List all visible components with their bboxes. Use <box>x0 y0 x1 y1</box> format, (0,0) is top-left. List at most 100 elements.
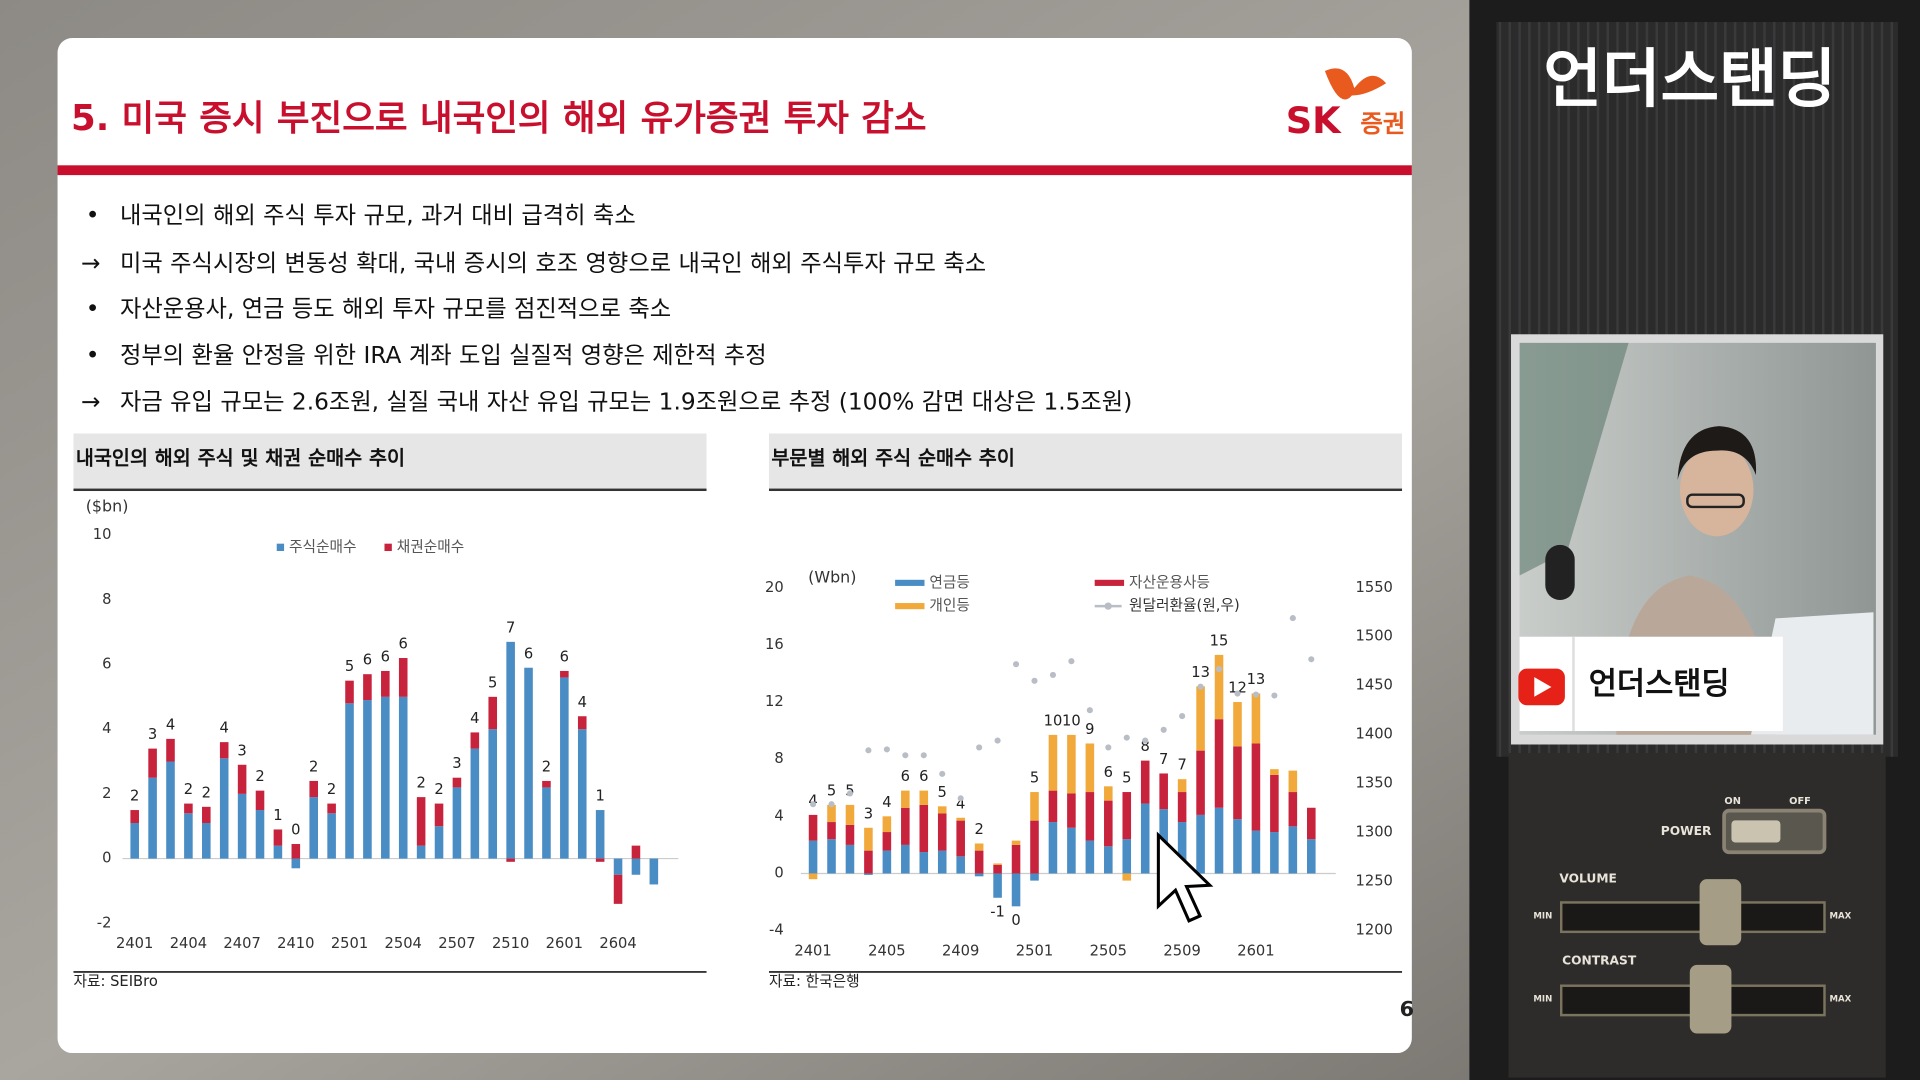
bar-label: 2 <box>202 784 211 801</box>
panel-label: MIN <box>1533 995 1552 1005</box>
bar <box>974 850 984 874</box>
bar <box>1251 743 1261 831</box>
bullet-text: 내국인의 해외 주식 투자 규모, 과거 대비 급격히 축소 <box>120 202 636 229</box>
bar-label: 4 <box>956 795 965 812</box>
source-rule <box>73 971 707 973</box>
bar <box>166 738 175 762</box>
bar-label: 13 <box>1247 671 1266 688</box>
bar <box>542 787 551 859</box>
bar <box>1288 770 1298 793</box>
bar <box>1122 792 1132 840</box>
bar <box>901 844 910 874</box>
bar <box>1122 839 1132 874</box>
bar <box>919 852 929 874</box>
bar <box>1085 743 1095 793</box>
show-title: 언더스탠딩 <box>1543 43 1836 117</box>
line-point <box>1289 615 1296 622</box>
youtube-play <box>1534 677 1552 697</box>
y-tick-label: 8 <box>102 591 111 608</box>
bullet-marker: • <box>86 342 100 369</box>
bullet-text: 정부의 환율 안정을 위한 IRA 계좌 도입 실질적 영향은 제한적 추정 <box>120 342 767 369</box>
line-point <box>1197 683 1204 690</box>
chart-title: 내국인의 해외 주식 및 채권 순매수 추이 <box>76 447 405 470</box>
bar <box>1251 830 1261 874</box>
bar <box>166 761 175 859</box>
bar <box>827 804 836 823</box>
bar-label: 6 <box>381 648 390 665</box>
line-point <box>1215 666 1223 673</box>
bar <box>1067 793 1076 828</box>
volume-knob <box>1699 879 1742 946</box>
bar <box>488 696 498 730</box>
line-point <box>1068 658 1075 665</box>
bar <box>1030 820 1039 874</box>
line-point <box>828 801 835 808</box>
bar <box>1288 792 1298 827</box>
bar <box>542 780 551 788</box>
x-tick-label: 2604 <box>599 935 636 952</box>
bullet-marker: → <box>81 250 100 277</box>
bar <box>416 845 426 859</box>
bar-label: 2 <box>434 781 443 798</box>
legend-label: 자산운용사등 <box>1129 574 1210 591</box>
bar <box>381 696 390 859</box>
bar <box>434 803 444 827</box>
bar <box>577 729 587 859</box>
line-point <box>976 744 983 751</box>
chart-title: 부문별 해외 주식 순매수 추이 <box>771 447 1014 470</box>
x-tick-label: 2409 <box>942 942 979 959</box>
bar <box>1011 840 1021 845</box>
bar <box>993 864 1002 874</box>
line-point <box>957 795 964 802</box>
line-point <box>1049 671 1057 678</box>
bar <box>901 790 910 808</box>
bar <box>255 810 265 859</box>
bar <box>1214 719 1224 808</box>
bar-label: 3 <box>864 805 873 822</box>
line-point <box>1179 713 1186 720</box>
contrast-knob <box>1689 964 1732 1034</box>
bar <box>956 820 965 857</box>
line-point <box>1105 744 1112 751</box>
bar-label: 5 <box>827 782 836 799</box>
legend-label: 원달러환율(원,우) <box>1129 597 1240 614</box>
bar <box>845 844 855 874</box>
legend-label: 연금등 <box>929 574 970 591</box>
bar <box>595 810 605 859</box>
bar <box>488 729 498 859</box>
bar-label: 3 <box>237 742 246 759</box>
bar <box>882 816 892 833</box>
bar <box>1307 807 1316 840</box>
x-tick-label: 2404 <box>170 935 207 952</box>
bar <box>1177 822 1187 874</box>
x-tick-label: 2401 <box>116 935 153 952</box>
bar-label: 2 <box>542 758 551 775</box>
bar-label: 6 <box>919 768 928 785</box>
legend-swatch <box>1104 602 1112 610</box>
bar <box>1030 873 1039 881</box>
bar <box>937 813 947 851</box>
bar-label: 10 <box>1044 712 1063 729</box>
y2-tick-label: 1300 <box>1356 824 1393 841</box>
bar <box>1140 803 1150 874</box>
y-tick-label: 0 <box>774 864 783 881</box>
bar-label: 5 <box>938 784 947 801</box>
y2-tick-label: 1500 <box>1356 628 1393 645</box>
bar-label: 3 <box>148 726 157 743</box>
bar <box>345 703 354 859</box>
line-point <box>1252 691 1259 698</box>
legend-swatch <box>1094 579 1125 586</box>
bar <box>864 827 873 851</box>
source-rule <box>768 971 1403 973</box>
bar <box>1214 807 1224 874</box>
person-head <box>1680 443 1754 537</box>
line-point <box>846 790 854 797</box>
y-tick-label: 0 <box>102 850 111 867</box>
line-point <box>994 737 1001 744</box>
bar <box>864 850 873 874</box>
bar-label: 6 <box>363 652 372 669</box>
logo-mark: SK <box>1286 99 1342 142</box>
line-point <box>902 752 909 759</box>
bar <box>613 858 623 875</box>
bar <box>1288 826 1298 874</box>
